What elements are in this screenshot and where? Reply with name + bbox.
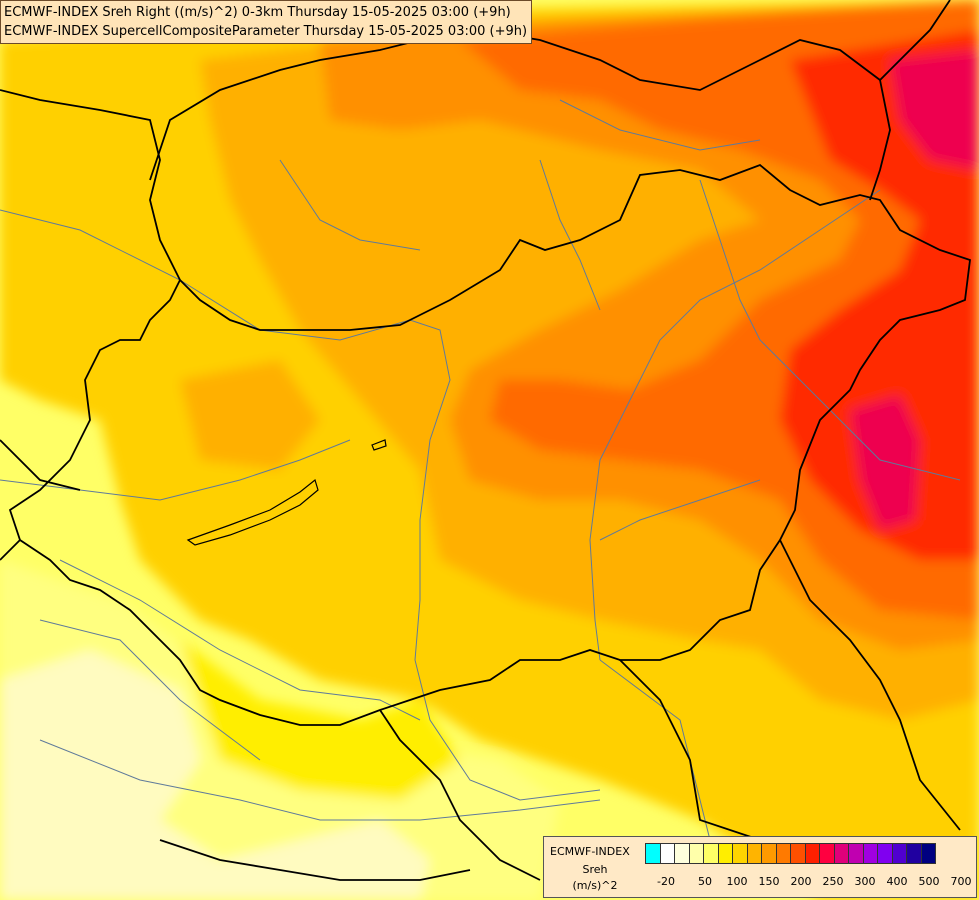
lake-balaton bbox=[186, 478, 319, 546]
legend-tick-label: 100 bbox=[726, 875, 748, 888]
field-yellow-center bbox=[180, 640, 460, 800]
border-west-alps bbox=[0, 439, 81, 491]
border-south bbox=[159, 839, 471, 881]
field-crimson-e bbox=[850, 395, 920, 530]
river-east bbox=[699, 179, 961, 481]
river-west bbox=[0, 439, 351, 501]
drava-river bbox=[59, 559, 421, 721]
legend-swatch bbox=[659, 843, 675, 864]
legend-tick-label: 50 bbox=[698, 875, 712, 888]
legend-unit: (m/s)^2 bbox=[572, 879, 618, 892]
legend-swatch bbox=[717, 843, 733, 864]
legend-swatch bbox=[833, 843, 849, 864]
border-serbia-east bbox=[619, 659, 761, 841]
legend-tick-label: 700 bbox=[950, 875, 972, 888]
field-orange-mid bbox=[180, 360, 320, 470]
legend-swatch bbox=[819, 843, 835, 864]
legend-swatch bbox=[862, 843, 878, 864]
legend-tick-label: 200 bbox=[790, 875, 812, 888]
border-hungary bbox=[8, 163, 971, 726]
title-line-1: ECMWF-INDEX Sreh Right ((m/s)^2) 0-3km T… bbox=[4, 5, 511, 20]
lakes bbox=[186, 439, 387, 546]
sava-river bbox=[39, 739, 601, 821]
legend-swatch bbox=[906, 843, 922, 864]
legend-tick-label: 300 bbox=[854, 875, 876, 888]
color-legend: ECMWF-INDEX Sreh (m/s)^2 -20 50 100 150 200 2… bbox=[543, 836, 977, 898]
legend-tick-label: 150 bbox=[758, 875, 780, 888]
field-gold-west bbox=[0, 150, 80, 330]
country-borders bbox=[0, 0, 971, 881]
border-austria-czech bbox=[0, 89, 181, 281]
legend-swatch bbox=[761, 843, 777, 864]
title-line-2: ECMWF-INDEX SupercellCompositeParameter … bbox=[4, 24, 528, 39]
legend-swatch bbox=[732, 843, 748, 864]
river-ne bbox=[559, 99, 761, 151]
legend-swatch bbox=[790, 843, 806, 864]
tisza-river bbox=[589, 189, 881, 661]
map-title-box: ECMWF-INDEX Sreh Right ((m/s)^2) 0-3km T… bbox=[0, 0, 533, 44]
legend-ticks: -20 50 100 150 200 250 300 400 500 700 bbox=[645, 875, 972, 891]
border-ukraine bbox=[869, 79, 891, 201]
legend-swatch bbox=[703, 843, 719, 864]
legend-swatch bbox=[848, 843, 864, 864]
legend-tick-label: 250 bbox=[822, 875, 844, 888]
legend-swatch bbox=[645, 843, 661, 864]
legend-swatch bbox=[688, 843, 704, 864]
legend-swatch bbox=[804, 843, 820, 864]
legend-variable: Sreh bbox=[582, 863, 608, 876]
river-sw bbox=[39, 619, 261, 761]
legend-tick-label: 400 bbox=[886, 875, 908, 888]
legend-title: ECMWF-INDEX bbox=[550, 845, 630, 858]
legend-tick-label: 500 bbox=[918, 875, 940, 888]
legend-tick-label: -20 bbox=[657, 875, 675, 888]
rivers bbox=[0, 99, 961, 881]
legend-swatch bbox=[920, 843, 936, 864]
legend-swatch bbox=[877, 843, 893, 864]
legend-swatch bbox=[775, 843, 791, 864]
legend-color-bar bbox=[645, 843, 936, 865]
legend-swatch bbox=[891, 843, 907, 864]
field-crimson-ne bbox=[890, 50, 979, 170]
danube-river bbox=[0, 209, 601, 801]
river-north bbox=[279, 159, 421, 251]
field-pale bbox=[0, 650, 430, 900]
lake-small bbox=[371, 439, 387, 451]
river-north2 bbox=[539, 159, 601, 311]
field-red bbox=[780, 30, 979, 560]
legend-swatch bbox=[746, 843, 762, 864]
border-croatia bbox=[0, 539, 21, 561]
river-kor bbox=[599, 479, 761, 541]
border-serbia bbox=[379, 709, 541, 881]
legend-swatch bbox=[674, 843, 690, 864]
border-romania bbox=[779, 539, 961, 831]
